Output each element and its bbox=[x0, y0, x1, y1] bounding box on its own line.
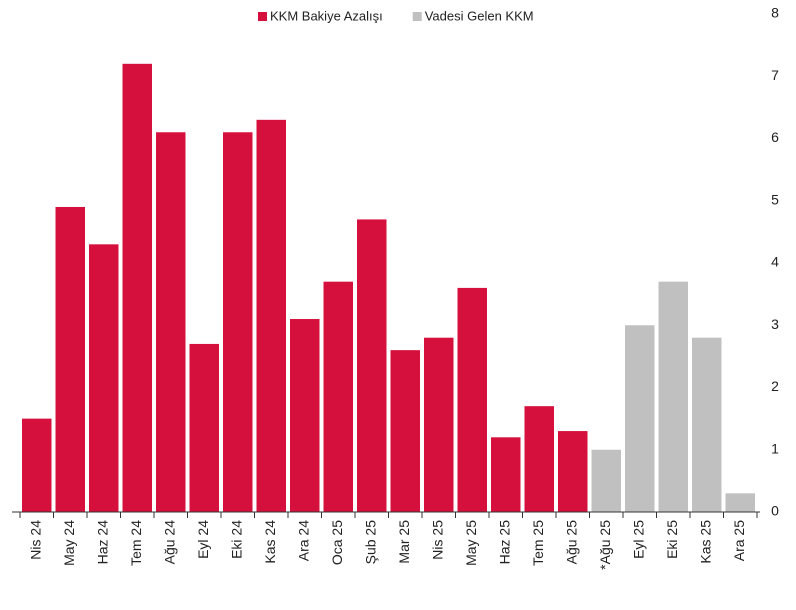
x-tick-label: Kas 25 bbox=[697, 520, 713, 564]
bar bbox=[524, 406, 554, 512]
bar bbox=[55, 206, 85, 512]
x-tick-label: Ara 24 bbox=[295, 520, 311, 561]
bar bbox=[357, 219, 387, 513]
x-tick-label: May 24 bbox=[61, 520, 77, 566]
bar bbox=[725, 493, 755, 512]
bar bbox=[457, 287, 487, 512]
y-tick-label: 3 bbox=[771, 316, 779, 332]
x-tick-label: Kas 24 bbox=[262, 520, 278, 564]
bar bbox=[491, 437, 521, 512]
y-tick-label: 0 bbox=[771, 503, 779, 519]
y-tick-label: 5 bbox=[771, 191, 779, 207]
x-tick-label: Tem 25 bbox=[530, 520, 546, 566]
bar bbox=[89, 244, 119, 512]
x-tick-label: Ağu 25 bbox=[563, 520, 579, 565]
bar bbox=[122, 63, 152, 513]
x-tick-label: Şub 25 bbox=[362, 520, 378, 565]
x-tick-label: Nis 25 bbox=[429, 520, 445, 560]
x-tick-label: *Ağu 25 bbox=[597, 520, 613, 570]
y-tick-label: 8 bbox=[771, 5, 779, 21]
legend-swatch bbox=[258, 12, 267, 21]
legend-swatch bbox=[412, 12, 422, 21]
bar bbox=[290, 319, 320, 512]
y-tick-label: 6 bbox=[771, 129, 779, 145]
bar bbox=[22, 418, 52, 512]
bar bbox=[558, 431, 588, 512]
bar bbox=[156, 132, 186, 512]
x-tick-label: Mar 25 bbox=[396, 520, 412, 564]
y-tick-label: 2 bbox=[771, 378, 779, 394]
y-tick-label: 4 bbox=[771, 254, 779, 270]
x-tick-label: May 25 bbox=[463, 520, 479, 566]
x-tick-label: Eki 24 bbox=[228, 520, 244, 559]
legend-label: KKM Bakiye Azalışı bbox=[270, 8, 383, 23]
bar bbox=[223, 132, 253, 512]
x-tick-label: Tem 24 bbox=[128, 520, 144, 566]
y-tick-label: 7 bbox=[771, 67, 779, 83]
bar bbox=[658, 281, 688, 512]
legend-label: Vadesi Gelen KKM bbox=[425, 8, 534, 23]
x-tick-label: Eki 25 bbox=[664, 520, 680, 559]
y-tick-label: 1 bbox=[771, 440, 779, 456]
bar bbox=[424, 337, 454, 512]
bar bbox=[323, 281, 353, 512]
bar bbox=[692, 337, 722, 512]
bar bbox=[256, 119, 286, 512]
x-tick-label: Eyl 25 bbox=[630, 520, 646, 559]
bar bbox=[390, 350, 420, 512]
bar bbox=[189, 343, 219, 512]
bar bbox=[625, 325, 655, 512]
x-tick-label: Nis 24 bbox=[27, 520, 43, 560]
legend: KKM Bakiye Azalışı Vadesi Gelen KKM bbox=[258, 8, 534, 23]
bar bbox=[591, 449, 621, 512]
x-tick-label: Haz 24 bbox=[94, 520, 110, 565]
x-tick-label: Ağu 24 bbox=[161, 520, 177, 565]
x-tick-label: Haz 25 bbox=[496, 520, 512, 565]
x-tick-label: Oca 25 bbox=[329, 520, 345, 565]
x-tick-label: Ara 25 bbox=[731, 520, 747, 561]
x-tick-label: Eyl 24 bbox=[195, 520, 211, 559]
